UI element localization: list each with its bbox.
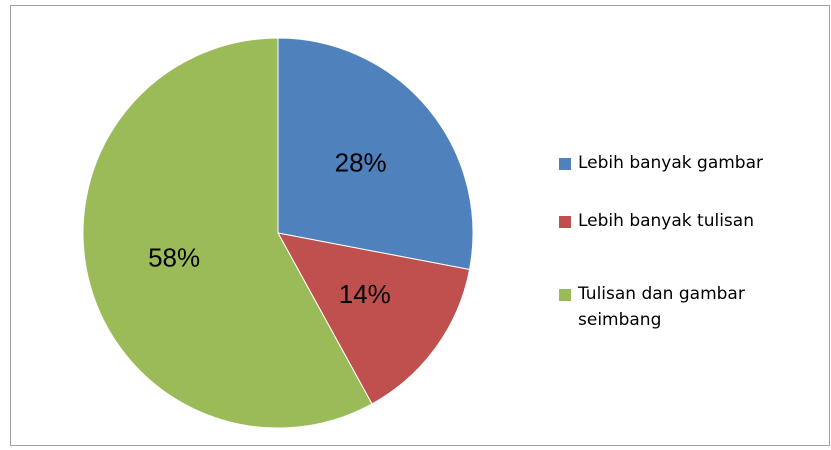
legend-label: Lebih banyak tulisan	[578, 211, 754, 231]
pie-slice	[277, 37, 474, 271]
data-label: 14%	[339, 279, 391, 309]
legend-swatch	[559, 158, 571, 170]
pie-slice	[277, 232, 471, 405]
pie-slice	[82, 37, 373, 429]
legend-label: Tulisan dan gambar seimbang	[578, 284, 745, 330]
legend-swatch	[559, 289, 571, 301]
legend-item: Lebih banyak tulisan	[559, 208, 818, 234]
legend-item: Tulisan dan gambar seimbang	[559, 281, 818, 333]
legend-item: Lebih banyak gambar	[559, 150, 818, 176]
data-label: 28%	[335, 148, 387, 178]
legend-swatch	[559, 216, 571, 228]
data-label: 58%	[148, 243, 200, 273]
legend-label: Lebih banyak gambar	[578, 153, 763, 173]
